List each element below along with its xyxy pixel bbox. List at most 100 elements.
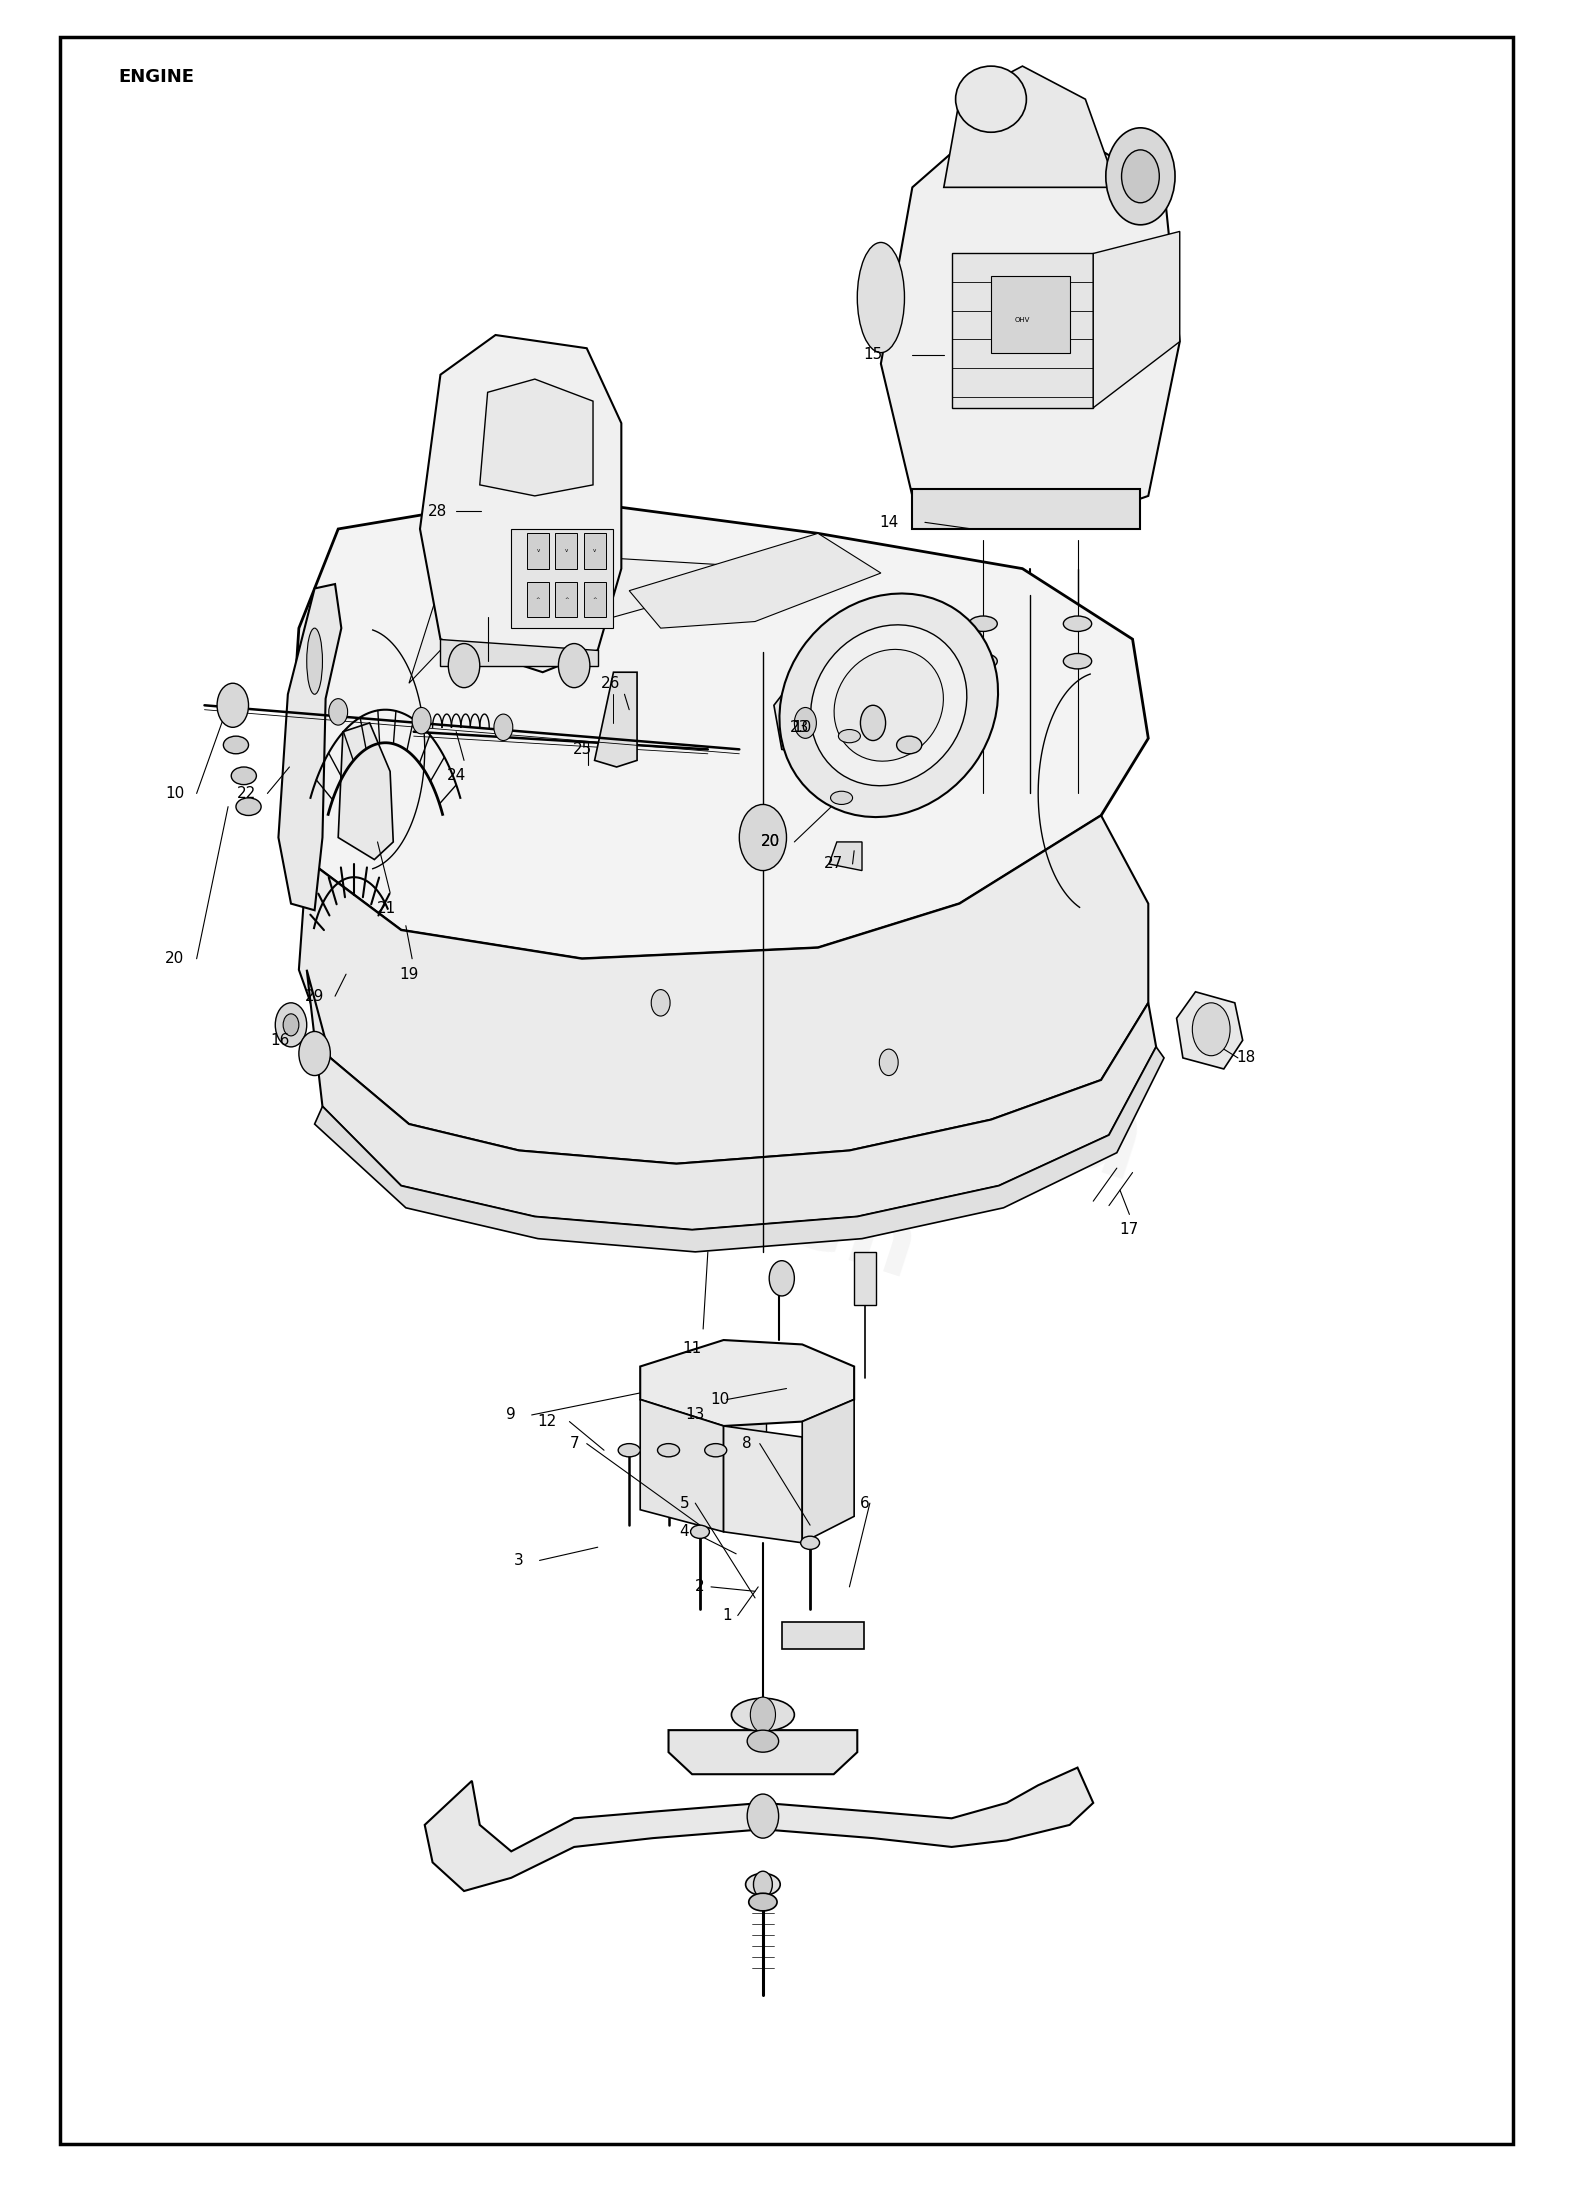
Ellipse shape (747, 1730, 779, 1752)
Circle shape (329, 699, 348, 725)
Text: 27: 27 (824, 857, 843, 871)
Polygon shape (440, 639, 598, 666)
Circle shape (860, 705, 886, 741)
Polygon shape (299, 815, 1148, 1164)
Text: 8: 8 (742, 1437, 752, 1450)
Ellipse shape (1063, 617, 1092, 630)
Text: 20: 20 (761, 835, 780, 849)
Text: 25: 25 (573, 743, 591, 756)
Text: 10: 10 (793, 721, 812, 734)
Polygon shape (315, 1047, 1164, 1252)
Text: 28: 28 (428, 505, 447, 518)
Text: 14: 14 (879, 516, 898, 529)
Bar (731, 1411, 766, 1433)
Text: 6: 6 (860, 1497, 870, 1510)
Circle shape (794, 707, 816, 738)
Circle shape (275, 1003, 307, 1047)
Text: 19: 19 (400, 968, 418, 981)
Polygon shape (307, 970, 1156, 1230)
Circle shape (753, 1871, 772, 1898)
Ellipse shape (223, 736, 249, 754)
Circle shape (558, 644, 590, 688)
Polygon shape (291, 496, 1148, 959)
Circle shape (217, 683, 249, 727)
Text: 3: 3 (514, 1554, 524, 1567)
Text: 4: 4 (680, 1525, 689, 1538)
Text: 5: 5 (680, 1497, 689, 1510)
Ellipse shape (857, 242, 904, 353)
Text: 18: 18 (1236, 1051, 1255, 1065)
Bar (952, 253, 1093, 408)
Text: 26: 26 (601, 677, 620, 690)
Polygon shape (774, 679, 829, 754)
Polygon shape (511, 529, 613, 628)
Ellipse shape (618, 1444, 640, 1457)
Polygon shape (595, 672, 637, 767)
Ellipse shape (231, 767, 256, 785)
Text: 17: 17 (1120, 1223, 1139, 1236)
Text: 12: 12 (538, 1415, 557, 1428)
Ellipse shape (838, 730, 860, 743)
Circle shape (1106, 128, 1175, 225)
Ellipse shape (969, 617, 997, 630)
Polygon shape (1093, 231, 1180, 408)
Circle shape (769, 1261, 794, 1296)
Circle shape (1192, 1003, 1230, 1056)
Text: 10: 10 (165, 787, 184, 800)
Polygon shape (629, 533, 881, 628)
Ellipse shape (897, 736, 922, 754)
Ellipse shape (834, 650, 944, 760)
Text: 9: 9 (507, 1408, 516, 1422)
Text: Husqv: Husqv (433, 844, 889, 1095)
Ellipse shape (236, 798, 261, 815)
Polygon shape (409, 555, 786, 683)
Text: v: v (565, 549, 568, 553)
Ellipse shape (705, 1444, 727, 1457)
Circle shape (651, 990, 670, 1016)
Text: 2: 2 (695, 1580, 705, 1593)
Polygon shape (640, 1400, 724, 1532)
Bar (584, 533, 606, 569)
Bar (912, 489, 1140, 529)
Text: ^: ^ (593, 597, 596, 602)
Text: 22: 22 (238, 787, 256, 800)
Circle shape (739, 804, 786, 871)
Bar (555, 533, 577, 569)
Text: OHV: OHV (1015, 317, 1030, 322)
Ellipse shape (955, 66, 1026, 132)
Polygon shape (420, 335, 621, 672)
Polygon shape (944, 66, 1117, 187)
Ellipse shape (780, 593, 997, 818)
Text: 21: 21 (378, 901, 396, 915)
Ellipse shape (801, 1536, 820, 1549)
Circle shape (448, 644, 480, 688)
Bar (527, 582, 549, 617)
Ellipse shape (746, 1873, 780, 1895)
Circle shape (750, 1697, 775, 1732)
Ellipse shape (307, 628, 322, 694)
Bar (584, 582, 606, 617)
Text: 16: 16 (271, 1034, 289, 1047)
Circle shape (879, 1049, 898, 1076)
Circle shape (494, 714, 513, 741)
Text: den: den (706, 1148, 930, 1298)
Ellipse shape (1063, 655, 1092, 670)
Polygon shape (278, 584, 341, 910)
Text: ^: ^ (565, 597, 568, 602)
Bar (991, 276, 1070, 353)
Bar (782, 1622, 864, 1649)
Ellipse shape (831, 791, 853, 804)
Text: 1: 1 (722, 1609, 731, 1622)
Ellipse shape (691, 1525, 709, 1538)
Polygon shape (480, 379, 593, 496)
Text: 29: 29 (305, 990, 324, 1003)
Text: 20: 20 (165, 952, 184, 965)
Bar (692, 1411, 720, 1437)
Polygon shape (854, 1252, 876, 1305)
Text: 15: 15 (864, 348, 882, 361)
Text: 24: 24 (447, 769, 466, 782)
Text: 11: 11 (683, 1342, 702, 1355)
Bar (555, 582, 577, 617)
Text: 23: 23 (790, 721, 809, 734)
Circle shape (412, 707, 431, 734)
